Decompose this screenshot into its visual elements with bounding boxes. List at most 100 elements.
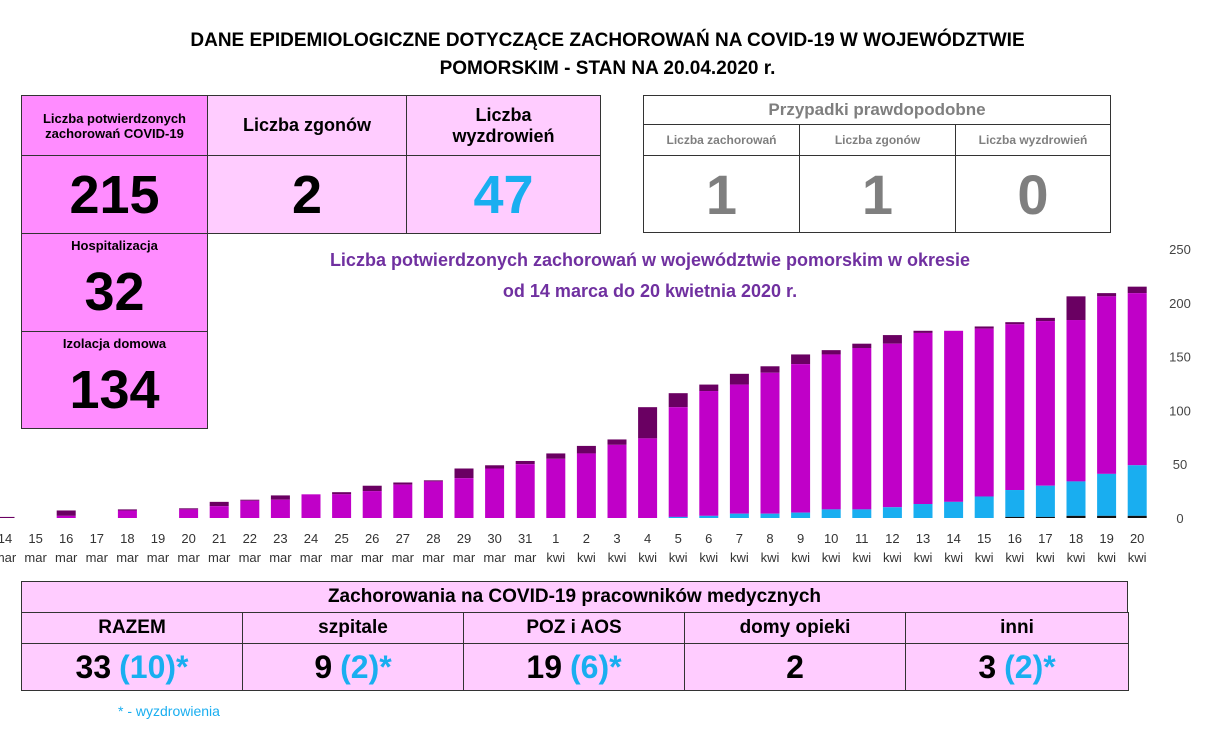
x-tick-label: 16: [59, 531, 73, 546]
x-tick-label: 21: [212, 531, 226, 546]
bar-segment: [913, 330, 933, 333]
stat-label: Liczba zgonów: [207, 95, 407, 156]
x-tick-label: 15: [28, 531, 42, 546]
chart-title: Liczba potwierdzonych zachorowań w wojew…: [330, 250, 970, 270]
x-tick-label: kwi: [730, 550, 749, 565]
medical-cell: 9 (2)*: [242, 643, 464, 691]
bar-segment: [56, 510, 76, 516]
bar-segment: [117, 510, 137, 518]
bar-segment: [791, 354, 811, 365]
bar-segment: [423, 480, 443, 482]
bar-segment: [699, 384, 719, 392]
x-tick-label: kwi: [577, 550, 596, 565]
bar-segment: [546, 453, 566, 459]
bar-segment: [1097, 293, 1117, 297]
bar-segment: [668, 407, 688, 517]
bar-segment: [1127, 465, 1147, 516]
medical-value: 2: [786, 648, 804, 685]
bar-segment: [760, 513, 780, 518]
bar-segment: [515, 464, 535, 518]
probable-value: 1: [799, 155, 956, 233]
x-tick-label: 25: [334, 531, 348, 546]
bar-segment: [1097, 296, 1117, 474]
bar-segment: [821, 354, 841, 510]
bar-segment: [362, 491, 382, 518]
bar-segment: [791, 364, 811, 513]
x-tick-label: kwi: [883, 550, 902, 565]
x-tick-label: 29: [457, 531, 471, 546]
medical-cell: 19 (6)*: [463, 643, 685, 691]
bar-segment: [882, 507, 902, 518]
page-title: POMORSKIM - STAN NA 20.04.2020 r.: [439, 58, 776, 79]
stat-box: Hospitalizacja 32: [21, 233, 208, 332]
x-tick-label: 14: [0, 531, 12, 546]
x-tick-label: 22: [243, 531, 257, 546]
bar-segment: [760, 366, 780, 373]
x-tick-label: mar: [116, 550, 139, 565]
x-tick-label: mar: [86, 550, 109, 565]
x-tick-label: kwi: [699, 550, 718, 565]
x-tick-label: 7: [736, 531, 743, 546]
bar-segment: [668, 516, 688, 518]
x-tick-label: kwi: [669, 550, 688, 565]
bar-segment: [913, 504, 933, 518]
x-tick-label: kwi: [944, 550, 963, 565]
bar-segment: [729, 513, 749, 518]
bar-segment: [332, 492, 352, 495]
x-tick-label: 20: [1130, 531, 1144, 546]
medical-cell: 33 (10)*: [21, 643, 243, 691]
x-tick-label: 17: [1038, 531, 1052, 546]
bar-segment: [576, 453, 596, 518]
bar-segment: [913, 332, 933, 505]
stat-label: Liczba wyzdrowień: [406, 95, 601, 156]
x-tick-label: mar: [55, 550, 78, 565]
bar-segment: [791, 512, 811, 518]
page-title: DANE EPIDEMIOLOGICZNE DOTYCZĄCE ZACHOROW…: [190, 30, 1025, 51]
x-tick-label: 5: [675, 531, 682, 546]
medical-value: 9: [314, 648, 333, 685]
bar-segment: [1005, 490, 1025, 517]
bar-segment: [607, 444, 627, 518]
medical-value: 19: [526, 648, 563, 685]
bar-segment: [974, 496, 994, 518]
x-tick-label: 15: [977, 531, 991, 546]
bar-segment: [882, 343, 902, 508]
x-tick-label: 19: [1099, 531, 1113, 546]
bar-segment: [699, 515, 719, 518]
stat-box: Izolacja domowa 134: [21, 331, 208, 429]
x-tick-label: mar: [330, 550, 353, 565]
bar-segment: [1066, 320, 1086, 482]
bar-segment: [821, 350, 841, 355]
x-tick-label: 18: [1069, 531, 1083, 546]
bar-segment: [117, 509, 137, 511]
medical-header: inni: [905, 612, 1129, 644]
x-tick-label: 17: [90, 531, 104, 546]
x-tick-label: 6: [705, 531, 712, 546]
bar-segment: [393, 484, 413, 518]
bar-segment: [1005, 322, 1025, 325]
stat-value: 47: [406, 155, 601, 234]
x-tick-label: mar: [0, 550, 17, 565]
x-tick-label: 9: [797, 531, 804, 546]
bar-segment: [974, 328, 994, 497]
x-tick-label: mar: [483, 550, 506, 565]
bar-segment: [729, 373, 749, 385]
stat-value: 134: [69, 360, 160, 420]
x-tick-label: mar: [269, 550, 292, 565]
y-tick-label: 150: [1169, 350, 1191, 365]
probable-title: Przypadki prawdopodobne: [643, 95, 1111, 125]
bar-segment: [393, 482, 413, 485]
x-tick-label: 24: [304, 531, 318, 546]
bar-segment: [515, 460, 535, 465]
bar-segment: [852, 343, 872, 348]
x-tick-label: mar: [147, 550, 170, 565]
footnote: * - wyzdrowienia: [118, 703, 220, 719]
bar-segment: [301, 494, 321, 518]
x-tick-label: mar: [239, 550, 262, 565]
bar-segment: [729, 384, 749, 514]
bar-segment: [638, 438, 658, 518]
y-tick-label: 50: [1173, 457, 1187, 472]
chart-title: od 14 marca do 20 kwietnia 2020 r.: [503, 281, 797, 301]
